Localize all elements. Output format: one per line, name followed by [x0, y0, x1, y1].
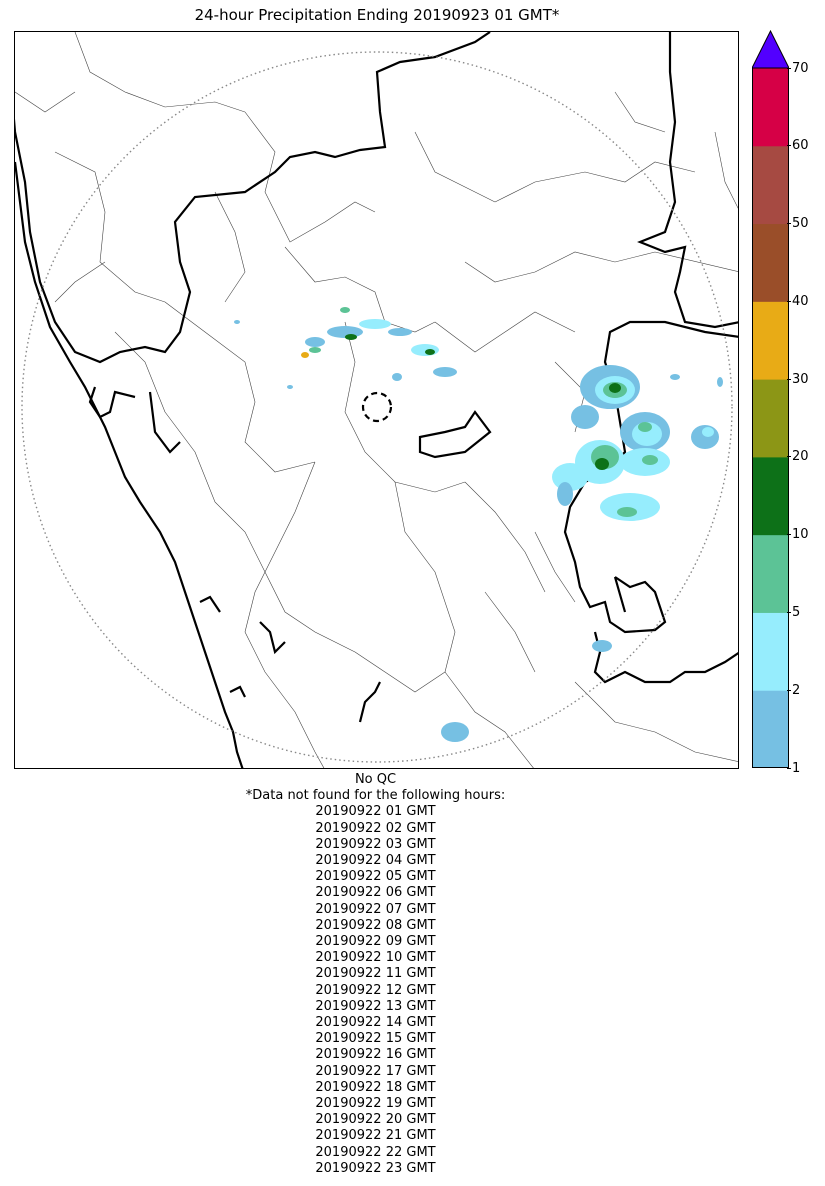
missing-hour-item: 20190922 12 GMT	[315, 982, 436, 998]
missing-hour-item: 20190922 18 GMT	[315, 1079, 436, 1095]
map-title: 24-hour Precipitation Ending 20190923 01…	[194, 6, 560, 24]
missing-hour-item: 20190922 16 GMT	[315, 1047, 436, 1063]
missing-hour-item: 20190922 03 GMT	[315, 836, 436, 852]
colorbar-tick-label: 5	[786, 604, 801, 620]
missing-hour-item: 20190922 04 GMT	[315, 853, 436, 869]
footer-notes: No QC *Data not found for the following …	[0, 772, 751, 1177]
colorbar-tick-label: 40	[787, 293, 809, 309]
missing-hours-list: 20190922 01 GMT 20190922 02 GMT 20190922 0…	[0, 804, 751, 1177]
missing-hour-item: 20190922 07 GMT	[315, 901, 436, 917]
eastern-rain-cluster	[552, 365, 723, 521]
colorbar-tick-label: 2	[786, 682, 801, 698]
missing-hour-item: 20190922 14 GMT	[315, 1015, 436, 1031]
qc-note: No QC	[354, 772, 397, 787]
colorbar-segment	[752, 223, 789, 302]
missing-hour-item: 20190922 11 GMT	[315, 966, 436, 982]
colorbar-segment	[752, 690, 789, 768]
radar-site-marker	[361, 391, 393, 423]
missing-hour-item: 20190922 05 GMT	[315, 869, 436, 885]
missing-hour-item: 20190922 20 GMT	[315, 1112, 436, 1128]
colorbar-segment	[752, 534, 789, 613]
colorbar-tick-label: 50	[787, 216, 809, 232]
colorbar-segment	[752, 456, 789, 536]
missing-hour-item: 20190922 22 GMT	[315, 1144, 436, 1160]
southern-rain-cells	[441, 640, 612, 742]
missing-hour-item: 20190922 13 GMT	[315, 998, 436, 1014]
missing-data-heading: *Data not found for the following hours:	[245, 788, 506, 804]
central-rain-band	[234, 307, 457, 389]
colorbar-segment	[752, 68, 789, 147]
coastline	[15, 161, 246, 768]
state-boundaries	[15, 32, 738, 723]
missing-hour-item: 20190922 15 GMT	[315, 1031, 436, 1047]
colorbar-segment	[752, 301, 789, 380]
missing-hour-item: 20190922 23 GMT	[315, 1160, 436, 1176]
colorbar-tick-label: 10	[787, 527, 809, 543]
missing-hour-item: 20190922 10 GMT	[315, 950, 436, 966]
missing-hour-item: 20190922 17 GMT	[315, 1063, 436, 1079]
range-ring	[21, 51, 733, 763]
colorbar-tick-label: 70	[787, 60, 809, 76]
map-canvas	[15, 32, 738, 768]
colorbar-extend-arrow	[752, 30, 789, 69]
colorbar-segment	[752, 379, 789, 458]
colorbar-tick-labels: 1 2 5 10 20 30 40 50 60 70	[786, 30, 825, 775]
missing-hour-item: 20190922 01 GMT	[315, 804, 436, 820]
precipitation-map[interactable]	[14, 31, 739, 769]
district-boundaries	[15, 32, 738, 768]
colorbar	[752, 30, 789, 768]
colorbar-tick-label: 60	[787, 138, 809, 154]
colorbar-frame	[752, 67, 789, 768]
colorbar-tick-label: 20	[787, 449, 809, 465]
colorbar-tick-label: 1	[786, 760, 801, 776]
missing-hour-item: 20190922 21 GMT	[315, 1128, 436, 1144]
colorbar-tick-label: 30	[787, 371, 809, 387]
precipitation-echoes	[234, 307, 723, 742]
missing-hour-item: 20190922 09 GMT	[315, 934, 436, 950]
missing-hour-item: 20190922 08 GMT	[315, 917, 436, 933]
missing-hour-item: 20190922 02 GMT	[315, 820, 436, 836]
missing-hour-item: 20190922 06 GMT	[315, 885, 436, 901]
missing-hour-item: 20190922 19 GMT	[315, 1096, 436, 1112]
colorbar-segment	[752, 145, 789, 225]
colorbar-segment	[752, 612, 789, 691]
